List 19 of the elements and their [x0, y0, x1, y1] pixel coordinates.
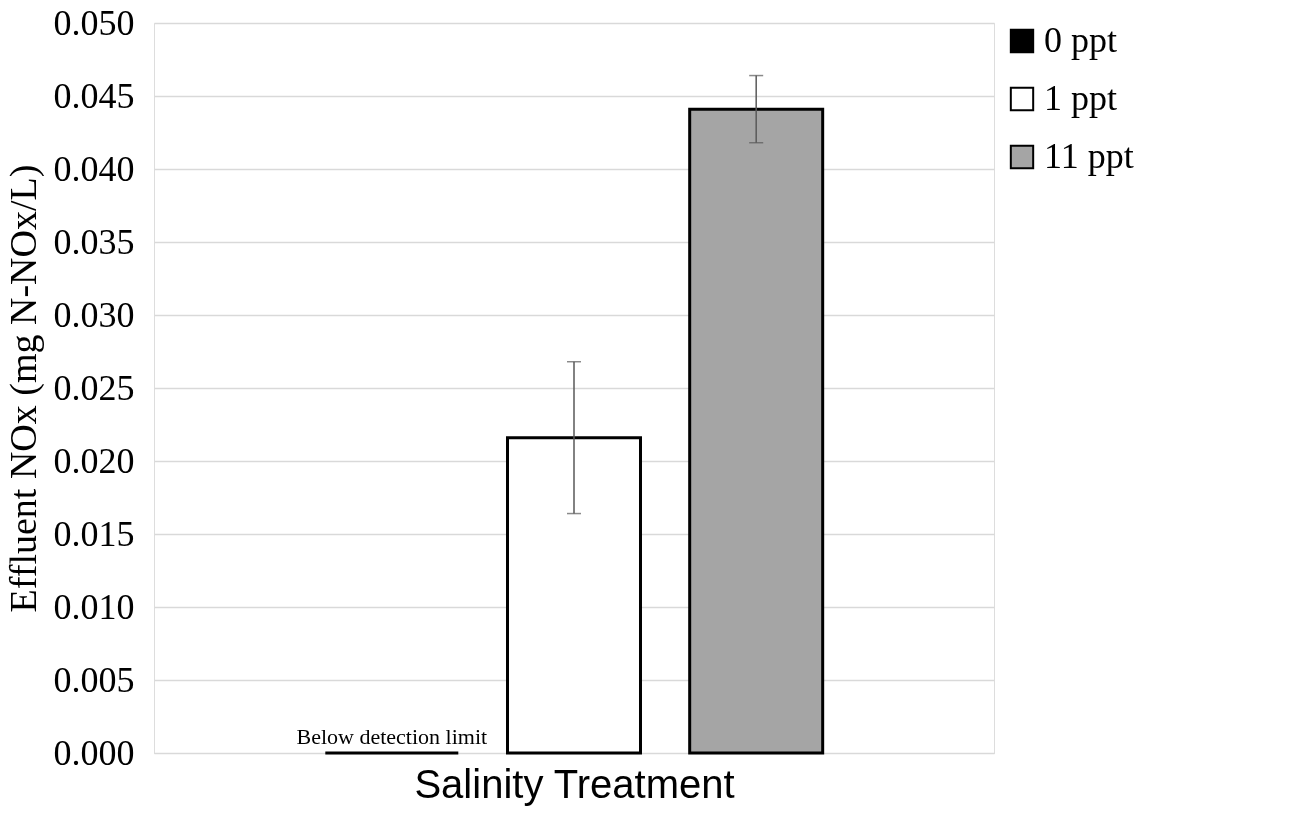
y-tick-label: 0.020: [53, 440, 135, 481]
y-tick-label: 0.000: [53, 732, 135, 773]
y-tick-label: 0.035: [53, 221, 135, 262]
y-tick-label: 0.045: [53, 75, 135, 116]
y-tick-label: 0.015: [53, 513, 135, 554]
y-tick-label: 0.005: [53, 659, 135, 700]
x-axis-title: Salinity Treatment: [414, 761, 735, 806]
legend-label: 1 ppt: [1044, 78, 1118, 118]
y-axis-title: Effluent NOx (mg N-NOx/L): [1, 164, 45, 613]
y-tick-label: 0.025: [53, 367, 135, 408]
y-tick-label: 0.030: [53, 294, 135, 335]
bar: [688, 107, 825, 755]
y-tick-label: 0.010: [53, 586, 135, 627]
legend-label: 11 ppt: [1044, 136, 1134, 176]
y-tick-label: 0.040: [53, 148, 135, 189]
y-tick-label: 0.050: [53, 2, 135, 43]
legend-label: 0 ppt: [1044, 20, 1118, 60]
bar: [506, 436, 642, 755]
annotation: Below detection limit: [296, 724, 488, 749]
